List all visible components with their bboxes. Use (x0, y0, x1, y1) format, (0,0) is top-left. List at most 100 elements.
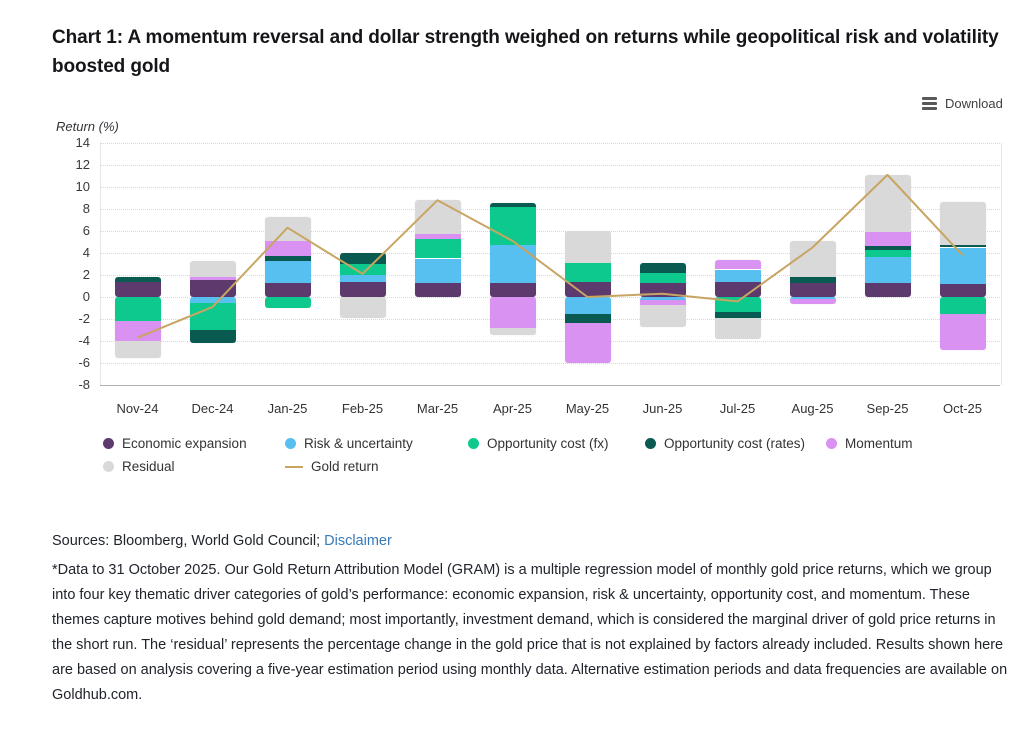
bar-negative-nov-24 (114, 297, 161, 358)
bar-segment-residual-mar-25[interactable] (414, 200, 461, 235)
bar-segment-momentum-jul-25[interactable] (714, 259, 761, 270)
bar-segment-opportunity-cost-fx-nov-24[interactable] (114, 297, 161, 322)
bar-segment-momentum-apr-25[interactable] (489, 297, 536, 329)
bar-segment-risk-uncertainty-sep-25[interactable] (864, 257, 911, 283)
bar-segment-risk-uncertainty-jan-25[interactable] (264, 260, 311, 283)
bar-segment-risk-uncertainty-aug-25[interactable] (789, 297, 836, 300)
gridline-4 (100, 253, 1000, 254)
bar-negative-feb-25 (339, 297, 386, 318)
bar-segment-momentum-jun-25[interactable] (639, 299, 686, 306)
bar-segment-economic-expansion-apr-25[interactable] (489, 282, 536, 297)
bar-segment-momentum-mar-25[interactable] (414, 234, 461, 240)
legend-item-opportunity-cost-rates[interactable]: Opportunity cost (rates) (645, 436, 805, 451)
y-tick-label--8: -8 (78, 377, 90, 392)
bar-positive-mar-25 (414, 200, 461, 297)
download-button[interactable]: Download (922, 96, 1003, 111)
bar-segment-economic-expansion-feb-25[interactable] (339, 281, 386, 297)
bar-segment-economic-expansion-dec-24[interactable] (189, 280, 236, 297)
legend-label-economic-expansion: Economic expansion (122, 436, 247, 451)
sources-text: Sources: Bloomberg, World Gold Council; (52, 532, 325, 549)
bar-segment-economic-expansion-aug-25[interactable] (789, 282, 836, 297)
y-tick-label--2: -2 (78, 311, 90, 326)
bar-negative-jul-25 (714, 297, 761, 339)
chart-area: Return (%) 14 12 10 8 6 4 2 0 -2 -4 -6 -8 Nov-24 Dec-… (56, 119, 1002, 474)
bar-segment-risk-uncertainty-feb-25[interactable] (339, 275, 386, 282)
bar-segment-opportunity-cost-rates-aug-25[interactable] (789, 276, 836, 283)
bar-segment-risk-uncertainty-oct-25[interactable] (939, 247, 986, 284)
disclaimer-link[interactable]: Disclaimer (324, 532, 392, 549)
bar-segment-momentum-dec-24[interactable] (189, 277, 236, 281)
legend-item-momentum[interactable]: Momentum (826, 436, 913, 451)
bar-segment-opportunity-cost-fx-mar-25[interactable] (414, 239, 461, 259)
gold-return-line[interactable] (100, 143, 1000, 385)
gridline-0 (100, 297, 1000, 298)
bar-segment-opportunity-cost-fx-apr-25[interactable] (489, 206, 536, 246)
bar-segment-economic-expansion-may-25[interactable] (564, 281, 611, 297)
bar-segment-opportunity-cost-fx-jan-25[interactable] (264, 297, 311, 308)
bar-segment-residual-apr-25[interactable] (489, 328, 536, 335)
bar-segment-residual-dec-24[interactable] (189, 260, 236, 278)
bar-segment-risk-uncertainty-dec-24[interactable] (189, 297, 236, 303)
bar-segment-opportunity-cost-fx-jun-25[interactable] (639, 273, 686, 283)
legend-item-gold-return[interactable]: Gold return (285, 459, 379, 474)
bar-segment-residual-feb-25[interactable] (339, 297, 386, 318)
bar-segment-risk-uncertainty-jul-25[interactable] (714, 269, 761, 282)
bar-segment-residual-jun-25[interactable] (639, 305, 686, 328)
bar-segment-risk-uncertainty-jun-25[interactable] (639, 297, 686, 300)
legend-item-economic-expansion[interactable]: Economic expansion (103, 436, 247, 451)
legend-swatch-gold-return (285, 465, 303, 468)
bar-segment-opportunity-cost-rates-jun-25[interactable] (639, 263, 686, 274)
bar-segment-economic-expansion-oct-25[interactable] (939, 283, 986, 297)
bar-segment-economic-expansion-sep-25[interactable] (864, 282, 911, 297)
bar-segment-opportunity-cost-rates-dec-24[interactable] (189, 330, 236, 344)
bar-segment-opportunity-cost-rates-jan-25[interactable] (264, 256, 311, 261)
bar-segment-opportunity-cost-fx-sep-25[interactable] (864, 249, 911, 258)
bar-segment-residual-sep-25[interactable] (864, 174, 911, 233)
legend-item-risk-uncertainty[interactable]: Risk & uncertainty (285, 436, 413, 451)
bar-segment-momentum-may-25[interactable] (564, 323, 611, 363)
bar-segment-opportunity-cost-rates-may-25[interactable] (564, 313, 611, 324)
gridline-12 (100, 165, 1000, 166)
y-axis-title: Return (%) (56, 119, 119, 134)
x-axis-label-aug-25: Aug-25 (791, 401, 834, 416)
bar-segment-momentum-oct-25[interactable] (939, 313, 986, 350)
bar-positive-jan-25 (264, 216, 311, 297)
bar-segment-momentum-jan-25[interactable] (264, 240, 311, 257)
bar-segment-momentum-nov-24[interactable] (114, 321, 161, 341)
bar-segment-residual-nov-24[interactable] (114, 341, 161, 358)
x-axis-label-may-25: May-25 (565, 401, 610, 416)
y-tick-label-8: 8 (82, 201, 90, 216)
legend-swatch-risk-uncertainty (285, 438, 296, 449)
bar-segment-economic-expansion-nov-24[interactable] (114, 281, 161, 297)
x-axis-label-dec-24: Dec-24 (191, 401, 234, 416)
bar-negative-may-25 (564, 297, 611, 363)
bar-segment-opportunity-cost-rates-oct-25[interactable] (939, 245, 986, 248)
y-tick-label-6: 6 (82, 223, 90, 238)
legend-swatch-opportunity-cost-fx (468, 438, 479, 449)
bar-segment-risk-uncertainty-may-25[interactable] (564, 297, 611, 314)
legend-swatch-economic-expansion (103, 438, 114, 449)
legend-label-opportunity-cost-fx: Opportunity cost (fx) (487, 436, 609, 451)
bar-segment-opportunity-cost-rates-jul-25[interactable] (714, 312, 761, 318)
bar-segment-economic-expansion-jan-25[interactable] (264, 282, 311, 297)
bar-segment-risk-uncertainty-mar-25[interactable] (414, 258, 461, 283)
bar-segment-momentum-sep-25[interactable] (864, 232, 911, 247)
bar-segment-residual-may-25[interactable] (564, 231, 611, 263)
bar-segment-opportunity-cost-fx-may-25[interactable] (564, 262, 611, 282)
legend-label-momentum: Momentum (845, 436, 913, 451)
gridline--4 (100, 341, 1000, 342)
bar-segment-momentum-aug-25[interactable] (789, 299, 836, 304)
legend-swatch-momentum (826, 438, 837, 449)
bar-segment-economic-expansion-mar-25[interactable] (414, 282, 461, 297)
bar-positive-aug-25 (789, 240, 836, 297)
bar-segment-opportunity-cost-rates-nov-24[interactable] (114, 277, 161, 282)
bar-segment-opportunity-cost-fx-oct-25[interactable] (939, 297, 986, 314)
bar-segment-opportunity-cost-fx-feb-25[interactable] (339, 264, 386, 275)
bar-segment-opportunity-cost-rates-feb-25[interactable] (339, 253, 386, 264)
bar-segment-residual-jul-25[interactable] (714, 317, 761, 339)
legend-item-opportunity-cost-fx[interactable]: Opportunity cost (fx) (468, 436, 609, 451)
bar-segment-opportunity-cost-rates-apr-25[interactable] (489, 202, 536, 207)
legend-item-residual[interactable]: Residual (103, 459, 175, 474)
bar-segment-opportunity-cost-rates-sep-25[interactable] (864, 246, 911, 250)
